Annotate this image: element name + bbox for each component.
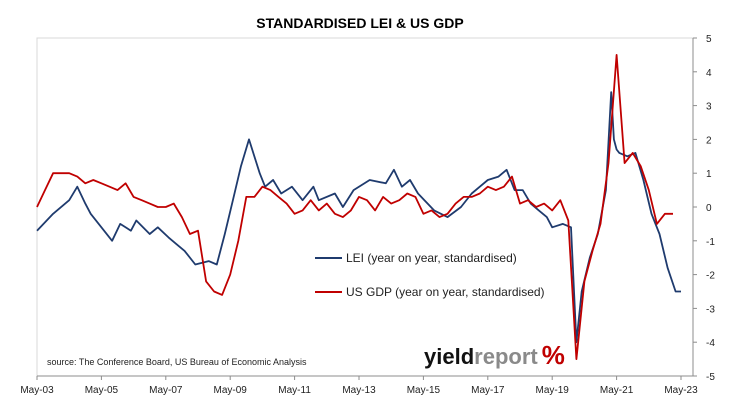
source-note: source: The Conference Board, US Bureau … <box>47 357 307 367</box>
x-tick-label: May-03 <box>20 385 54 396</box>
logo-percent-icon: % <box>542 340 565 370</box>
x-tick-labels: May-03 May-05 May-07 May-09 May-11 May-13 May-… <box>20 376 698 396</box>
y-tick-label: -2 <box>706 271 715 282</box>
logo-report-text: report <box>474 344 538 369</box>
y-tick-label: -4 <box>706 338 715 349</box>
legend-label-gdp: US GDP (year on year, standardised) <box>346 285 545 299</box>
x-tick-label: May-13 <box>342 385 376 396</box>
y-tick-labels: -5 -4 -3 -2 -1 0 1 2 3 4 5 <box>693 34 715 383</box>
yieldreport-logo: yieldreport% <box>424 340 565 370</box>
logo-yield-text: yield <box>424 344 474 369</box>
chart-title: STANDARDISED LEI & US GDP <box>256 15 463 31</box>
lei-series-line <box>36 91 681 344</box>
legend: LEI (year on year, standardised) US GDP … <box>315 251 545 299</box>
legend-label-lei: LEI (year on year, standardised) <box>346 251 517 265</box>
x-tick-label: May-15 <box>407 385 441 396</box>
y-tick-label: 2 <box>706 135 712 146</box>
y-tick-label: -3 <box>706 304 715 315</box>
y-tick-label: -5 <box>706 372 715 383</box>
x-tick-label: May-11 <box>278 385 311 396</box>
x-tick-label: May-17 <box>471 385 505 396</box>
x-tick-label: May-05 <box>85 385 119 396</box>
x-tick-label: May-23 <box>664 385 698 396</box>
x-tick-label: May-09 <box>214 385 248 396</box>
y-tick-label: 5 <box>706 34 712 45</box>
x-tick-label: May-19 <box>536 385 570 396</box>
y-tick-label: 3 <box>706 102 712 113</box>
plot-border <box>36 37 694 377</box>
gdp-series-line <box>36 54 673 360</box>
y-tick-label: 4 <box>706 68 712 79</box>
x-tick-label: May-07 <box>149 385 183 396</box>
series-lines <box>36 54 681 360</box>
x-tick-label: May-21 <box>600 385 634 396</box>
y-tick-label: 1 <box>706 169 712 180</box>
svg-text:yieldreport%: yieldreport% <box>424 340 565 370</box>
y-tick-label: 0 <box>706 203 712 214</box>
y-tick-label: -1 <box>706 237 715 248</box>
